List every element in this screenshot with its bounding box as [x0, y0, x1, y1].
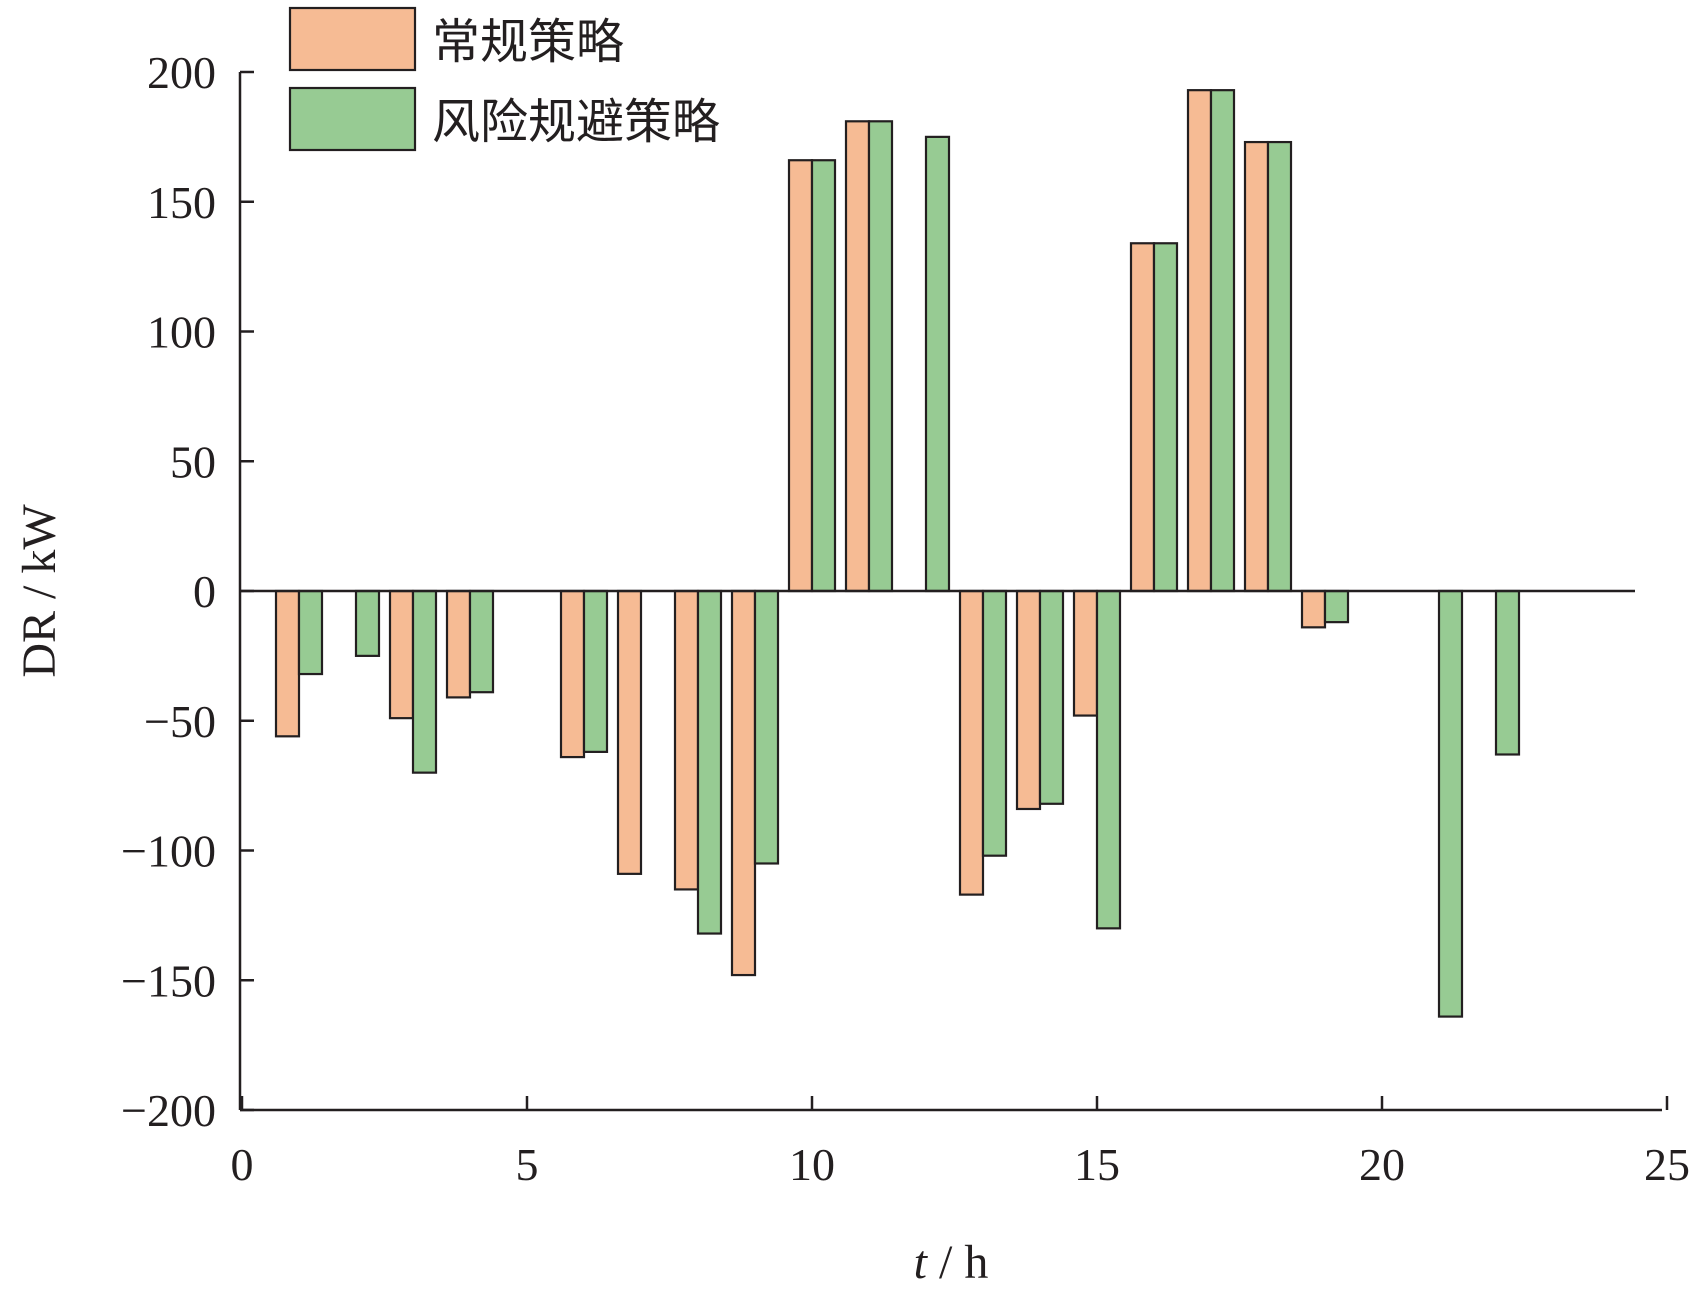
bar-s1-t11 [844, 120, 871, 593]
bar-s1-t16 [1129, 242, 1156, 593]
bar-s2-t6 [582, 589, 609, 753]
bar-s1-t13 [958, 589, 985, 896]
x-axis-title-variable: t [914, 1236, 929, 1289]
bar-s1-t14 [1015, 589, 1042, 811]
bar-s2-t15 [1095, 589, 1122, 930]
bar-s1-t18 [1243, 140, 1270, 593]
ticks-layer: 200 150 100 50 0 −50 −100 −150 −200 0 5 10 15 20 25 [121, 47, 1690, 1190]
bar-s1-t19 [1300, 589, 1327, 629]
y-tick-label: 150 [147, 177, 216, 228]
legend-label-2: 风险规避策略 [432, 96, 720, 149]
y-tick-label: −150 [121, 955, 216, 1006]
y-tick-label: −50 [144, 696, 216, 747]
bar-s2-t8 [696, 589, 723, 935]
bar-s2-t14 [1038, 589, 1065, 805]
x-axis-title-unit: / h [927, 1236, 988, 1289]
bar-s1-t3 [388, 589, 415, 720]
bar-s2-t22 [1494, 589, 1521, 756]
bar-s1-t17 [1186, 89, 1213, 593]
y-tick-label: 100 [147, 307, 216, 358]
bar-s1-t9 [730, 589, 757, 977]
bar-s2-t11 [867, 120, 894, 593]
bar-s2-t19 [1323, 589, 1350, 624]
x-tick-label: 20 [1359, 1139, 1405, 1190]
x-tick-label: 5 [516, 1139, 539, 1190]
y-axis-title: DR / kW [13, 504, 66, 678]
bar-s2-t13 [981, 589, 1008, 857]
bar-s2-t12 [924, 135, 951, 593]
legend-swatch-1 [288, 6, 417, 72]
bar-s2-t2 [354, 589, 381, 657]
bar-s1-t1 [274, 589, 301, 738]
bar-s2-t18 [1266, 140, 1293, 593]
bar-s1-t7 [616, 589, 643, 875]
bar-s2-t21 [1437, 589, 1464, 1018]
x-tick-label: 25 [1644, 1139, 1690, 1190]
x-tick-label: 15 [1074, 1139, 1120, 1190]
y-tick-label: −100 [121, 826, 216, 877]
legend-swatch-2 [288, 86, 417, 152]
bar-s1-t8 [673, 589, 700, 891]
bar-s2-t4 [468, 589, 495, 694]
legend-label-1: 常规策略 [432, 16, 624, 69]
x-tick-label: 0 [231, 1139, 254, 1190]
y-tick-label: −200 [121, 1085, 216, 1136]
y-tick-label: 0 [193, 566, 216, 617]
bar-s2-t16 [1152, 242, 1179, 593]
x-axis-title: t / h [914, 1236, 989, 1289]
bar-s2-t3 [411, 589, 438, 774]
bar-s1-t15 [1072, 589, 1099, 717]
bar-s1-t10 [787, 159, 814, 593]
y-tick-label: 200 [147, 47, 216, 98]
x-tick-label: 10 [789, 1139, 835, 1190]
bar-s2-t9 [753, 589, 780, 865]
y-tick-label: 50 [170, 436, 216, 487]
bar-s1-t6 [559, 589, 586, 759]
bars-layer [274, 89, 1521, 1018]
bar-s2-t10 [810, 159, 837, 593]
bar-s2-t17 [1209, 89, 1236, 593]
bar-s1-t4 [445, 589, 472, 699]
bar-s2-t1 [297, 589, 324, 676]
